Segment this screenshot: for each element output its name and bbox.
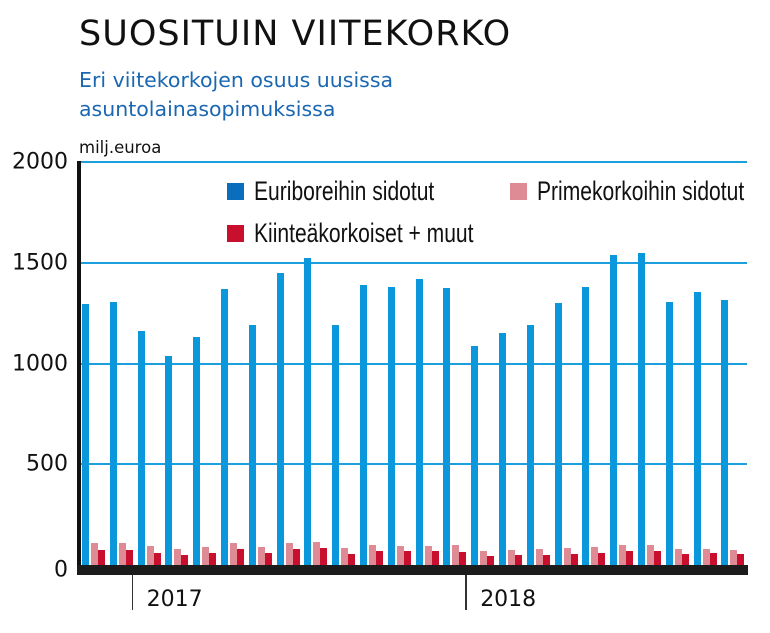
- legend-swatch-prime-icon: [510, 183, 527, 200]
- bar-euribor: [248, 325, 256, 565]
- x-year-label: 2017: [146, 587, 203, 612]
- bar-euribor: [332, 325, 340, 565]
- bar-fixed: [515, 555, 522, 565]
- bar-euribor: [304, 257, 312, 565]
- bar-euribor: [165, 356, 173, 565]
- bar-prime: [341, 548, 349, 565]
- year-divider: [465, 575, 467, 610]
- bar-fixed: [737, 553, 745, 565]
- bar-prime: [563, 547, 571, 565]
- bar-fixed: [542, 554, 550, 565]
- bar-fixed: [487, 555, 495, 565]
- x-axis-line: [77, 565, 748, 575]
- y-tick-label: 2000: [12, 149, 68, 175]
- gridline: [79, 161, 747, 163]
- bar-euribor: [193, 337, 201, 565]
- y-tick-label: 1000: [12, 351, 68, 376]
- bar-fixed: [125, 550, 133, 565]
- bar-prime: [619, 545, 627, 565]
- bar-euribor: [721, 300, 729, 565]
- legend-label: Primekorkoihin sidotut: [537, 176, 745, 206]
- bar-fixed: [709, 553, 717, 565]
- bar-prime: [452, 545, 460, 565]
- bar-prime: [730, 549, 738, 565]
- bar-euribor: [665, 302, 673, 565]
- bar-euribor: [610, 254, 618, 565]
- bar-fixed: [181, 554, 189, 565]
- bar-euribor: [471, 346, 479, 565]
- bar-euribor: [387, 286, 395, 565]
- bar-fixed: [654, 550, 661, 565]
- bar-fixed: [459, 551, 467, 565]
- bar-fixed: [292, 549, 300, 565]
- bar-fixed: [153, 552, 161, 565]
- bar-prime: [591, 546, 599, 565]
- bar-fixed: [98, 550, 105, 565]
- bar-fixed: [237, 549, 244, 565]
- gridline: [79, 362, 747, 365]
- bar-euribor: [415, 278, 423, 565]
- bar-fixed: [403, 551, 411, 565]
- bar-prime: [369, 545, 376, 565]
- legend-item-fixed: Kiinteäkorkoiset + muut: [227, 218, 535, 249]
- bar-euribor: [554, 303, 562, 565]
- bar-fixed: [598, 552, 606, 565]
- bar-prime: [480, 550, 488, 565]
- bar-prime: [508, 549, 515, 565]
- bar-euribor: [638, 252, 645, 565]
- legend-label: Euriboreihin sidotut: [254, 176, 435, 206]
- bar-prime: [91, 542, 98, 565]
- y-axis-line: [77, 161, 81, 567]
- bar-prime: [230, 543, 237, 565]
- bar-prime: [202, 547, 210, 565]
- gridline: [79, 463, 747, 466]
- y-tick-label: 500: [26, 451, 68, 477]
- bar-prime: [146, 545, 154, 565]
- bar-prime: [535, 549, 543, 565]
- bar-fixed: [570, 553, 578, 565]
- gridline: [79, 261, 747, 264]
- bar-euribor: [499, 333, 506, 565]
- legend-label: Kiinteäkorkoiset + muut: [254, 218, 474, 248]
- bar-prime: [257, 547, 265, 565]
- chart-subtitle: Eri viitekorkojen osuus uusissa asuntola…: [79, 68, 394, 121]
- legend-swatch-fixed-icon: [227, 225, 244, 242]
- bar-fixed: [348, 553, 356, 565]
- legend-item-prime: Primekorkoihin sidotut: [510, 176, 770, 207]
- bar-fixed: [264, 552, 272, 565]
- bar-euribor: [526, 325, 534, 565]
- bar-fixed: [209, 552, 217, 565]
- bar-euribor: [276, 272, 284, 565]
- bar-euribor: [693, 291, 701, 565]
- bar-prime: [647, 545, 654, 565]
- bar-prime: [313, 542, 321, 565]
- bar-euribor: [221, 288, 228, 565]
- legend-item-euribor: Euriboreihin sidotut: [227, 176, 485, 207]
- bar-euribor: [109, 302, 117, 565]
- chart-title: SUOSITUIN VIITEKORKO: [79, 14, 512, 54]
- bar-prime: [702, 548, 710, 565]
- bar-prime: [285, 542, 293, 565]
- y-tick-label: 1500: [12, 250, 68, 276]
- bar-euribor: [360, 284, 367, 565]
- y-tick-label: 0: [54, 557, 68, 583]
- bar-euribor: [582, 286, 590, 565]
- legend-swatch-euribor-icon: [227, 183, 244, 200]
- bar-prime: [674, 549, 682, 565]
- bar-prime: [424, 545, 432, 565]
- x-year-label: 2018: [480, 587, 537, 612]
- bar-fixed: [320, 548, 328, 565]
- year-divider: [131, 575, 134, 610]
- bar-euribor: [82, 304, 89, 565]
- bar-euribor: [443, 287, 451, 565]
- bar-fixed: [681, 553, 689, 565]
- bar-fixed: [626, 550, 634, 565]
- bar-fixed: [431, 550, 439, 565]
- bar-prime: [396, 546, 404, 565]
- bar-prime: [118, 542, 126, 565]
- bar-euribor: [137, 331, 145, 565]
- bar-prime: [174, 548, 182, 565]
- bar-fixed: [376, 550, 383, 565]
- y-axis-unit-label: milj.euroa: [79, 138, 162, 157]
